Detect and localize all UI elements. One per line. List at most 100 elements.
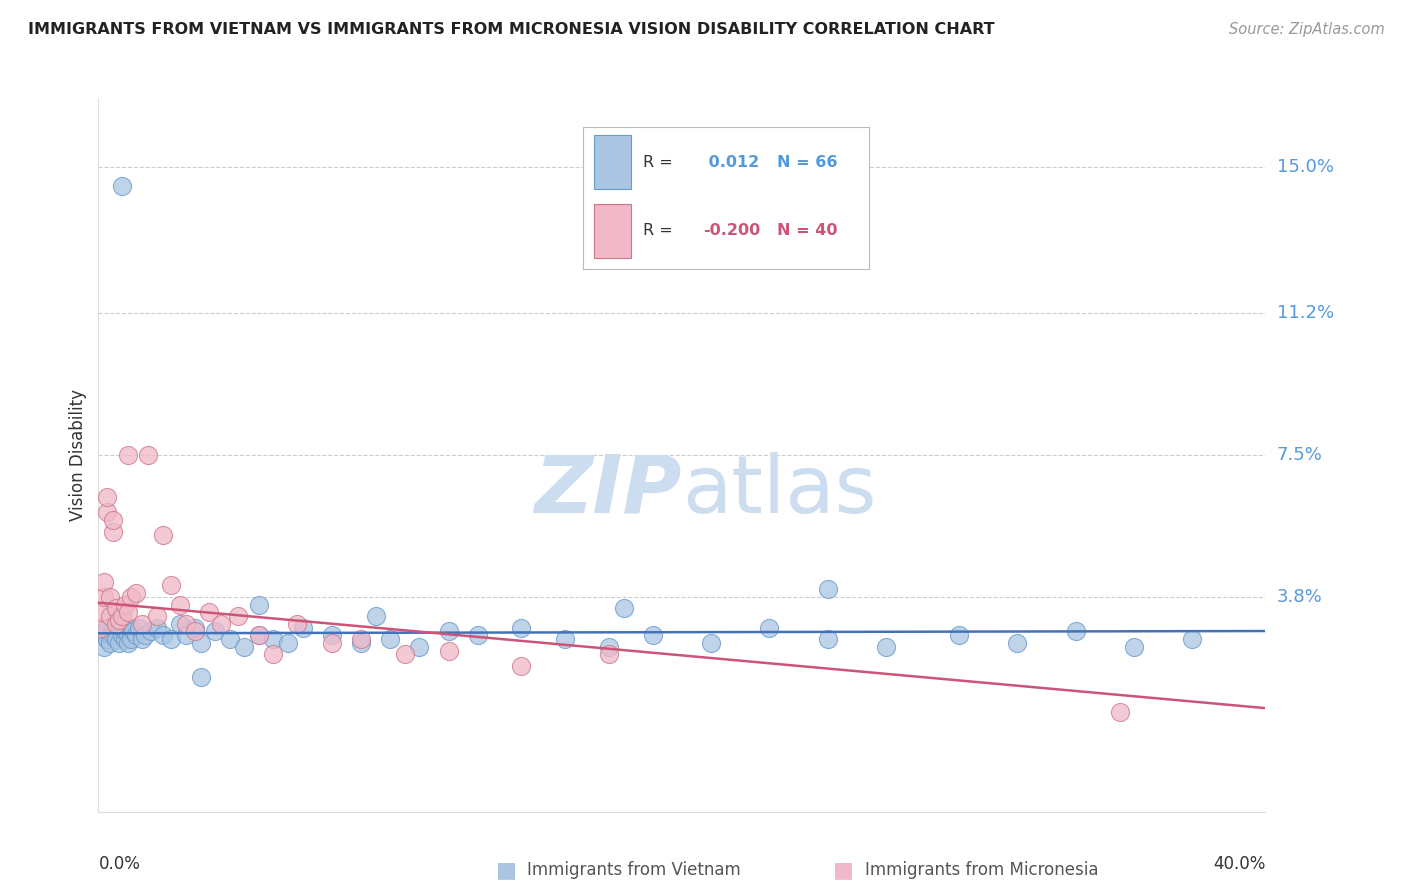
Text: Immigrants from Micronesia: Immigrants from Micronesia — [865, 861, 1098, 879]
Point — [598, 640, 620, 654]
Point — [1123, 640, 1146, 654]
Text: ■: ■ — [834, 860, 853, 880]
Point — [114, 598, 136, 612]
Point — [277, 636, 299, 650]
Point — [247, 628, 270, 642]
Point — [117, 448, 139, 462]
Text: R =: R = — [643, 155, 678, 169]
Text: 0.012: 0.012 — [703, 155, 759, 169]
Point — [120, 621, 142, 635]
Point — [90, 621, 112, 635]
Point — [1007, 636, 1029, 650]
Text: N = 66: N = 66 — [778, 155, 838, 169]
Point — [262, 632, 284, 646]
Point — [120, 632, 142, 646]
Point — [96, 621, 118, 635]
Point — [262, 648, 284, 662]
Point — [174, 616, 197, 631]
Point — [96, 632, 118, 646]
Bar — [595, 136, 631, 189]
Point — [183, 624, 205, 639]
Point — [228, 609, 250, 624]
Point — [350, 632, 373, 646]
Point — [817, 632, 839, 646]
Point — [93, 624, 115, 639]
Point — [198, 605, 221, 619]
Point — [1064, 624, 1087, 639]
Point — [98, 628, 121, 642]
Text: ■: ■ — [496, 860, 516, 880]
Text: atlas: atlas — [682, 451, 876, 530]
Point — [209, 616, 232, 631]
Text: ZIP: ZIP — [534, 451, 682, 530]
Point — [98, 609, 121, 624]
Point — [101, 628, 124, 642]
Point — [111, 179, 134, 194]
Point — [598, 648, 620, 662]
Point — [146, 609, 169, 624]
Point — [285, 616, 308, 631]
Point — [136, 448, 159, 462]
Point — [169, 616, 191, 631]
Point — [321, 636, 343, 650]
Point — [111, 621, 134, 635]
Y-axis label: Vision Disability: Vision Disability — [69, 389, 87, 521]
Point — [122, 624, 145, 639]
Point — [183, 621, 205, 635]
Point — [139, 624, 162, 639]
Point — [117, 605, 139, 619]
Point — [104, 624, 127, 639]
Point — [104, 616, 127, 631]
Point — [98, 636, 121, 650]
Point — [350, 636, 373, 650]
Point — [93, 574, 115, 589]
Point — [169, 598, 191, 612]
Point — [948, 628, 970, 642]
Point — [101, 513, 124, 527]
Point — [174, 628, 197, 642]
Point — [1181, 632, 1204, 646]
Point — [111, 628, 134, 642]
Point — [90, 605, 112, 619]
Point — [247, 628, 270, 642]
Text: Source: ZipAtlas.com: Source: ZipAtlas.com — [1229, 22, 1385, 37]
Point — [408, 640, 430, 654]
Point — [128, 621, 150, 635]
Point — [758, 621, 780, 635]
Point — [93, 590, 115, 604]
Point — [131, 616, 153, 631]
Point — [510, 659, 533, 673]
Bar — [595, 203, 631, 258]
Point — [641, 628, 664, 642]
Point — [93, 640, 115, 654]
Text: N = 40: N = 40 — [778, 223, 838, 238]
Text: 3.8%: 3.8% — [1277, 588, 1322, 606]
Point — [467, 628, 489, 642]
Point — [90, 628, 112, 642]
Point — [291, 621, 314, 635]
Point — [104, 632, 127, 646]
Point — [101, 621, 124, 635]
Text: R =: R = — [643, 223, 678, 238]
Text: IMMIGRANTS FROM VIETNAM VS IMMIGRANTS FROM MICRONESIA VISION DISABILITY CORRELAT: IMMIGRANTS FROM VIETNAM VS IMMIGRANTS FR… — [28, 22, 995, 37]
Text: 15.0%: 15.0% — [1277, 158, 1333, 177]
Point — [612, 601, 634, 615]
Text: 40.0%: 40.0% — [1213, 855, 1265, 872]
Point — [218, 632, 240, 646]
Point — [160, 632, 183, 646]
Point — [96, 506, 118, 520]
Text: 0.0%: 0.0% — [98, 855, 141, 872]
Point — [101, 524, 124, 539]
Point — [394, 648, 416, 662]
Point — [152, 528, 174, 542]
Point — [96, 490, 118, 504]
Text: 11.2%: 11.2% — [1277, 304, 1334, 322]
Point — [117, 636, 139, 650]
Point — [104, 601, 127, 615]
Point — [114, 632, 136, 646]
Point — [554, 632, 576, 646]
Point — [111, 609, 134, 624]
Point — [114, 624, 136, 639]
Point — [160, 578, 183, 592]
Point — [146, 621, 169, 635]
